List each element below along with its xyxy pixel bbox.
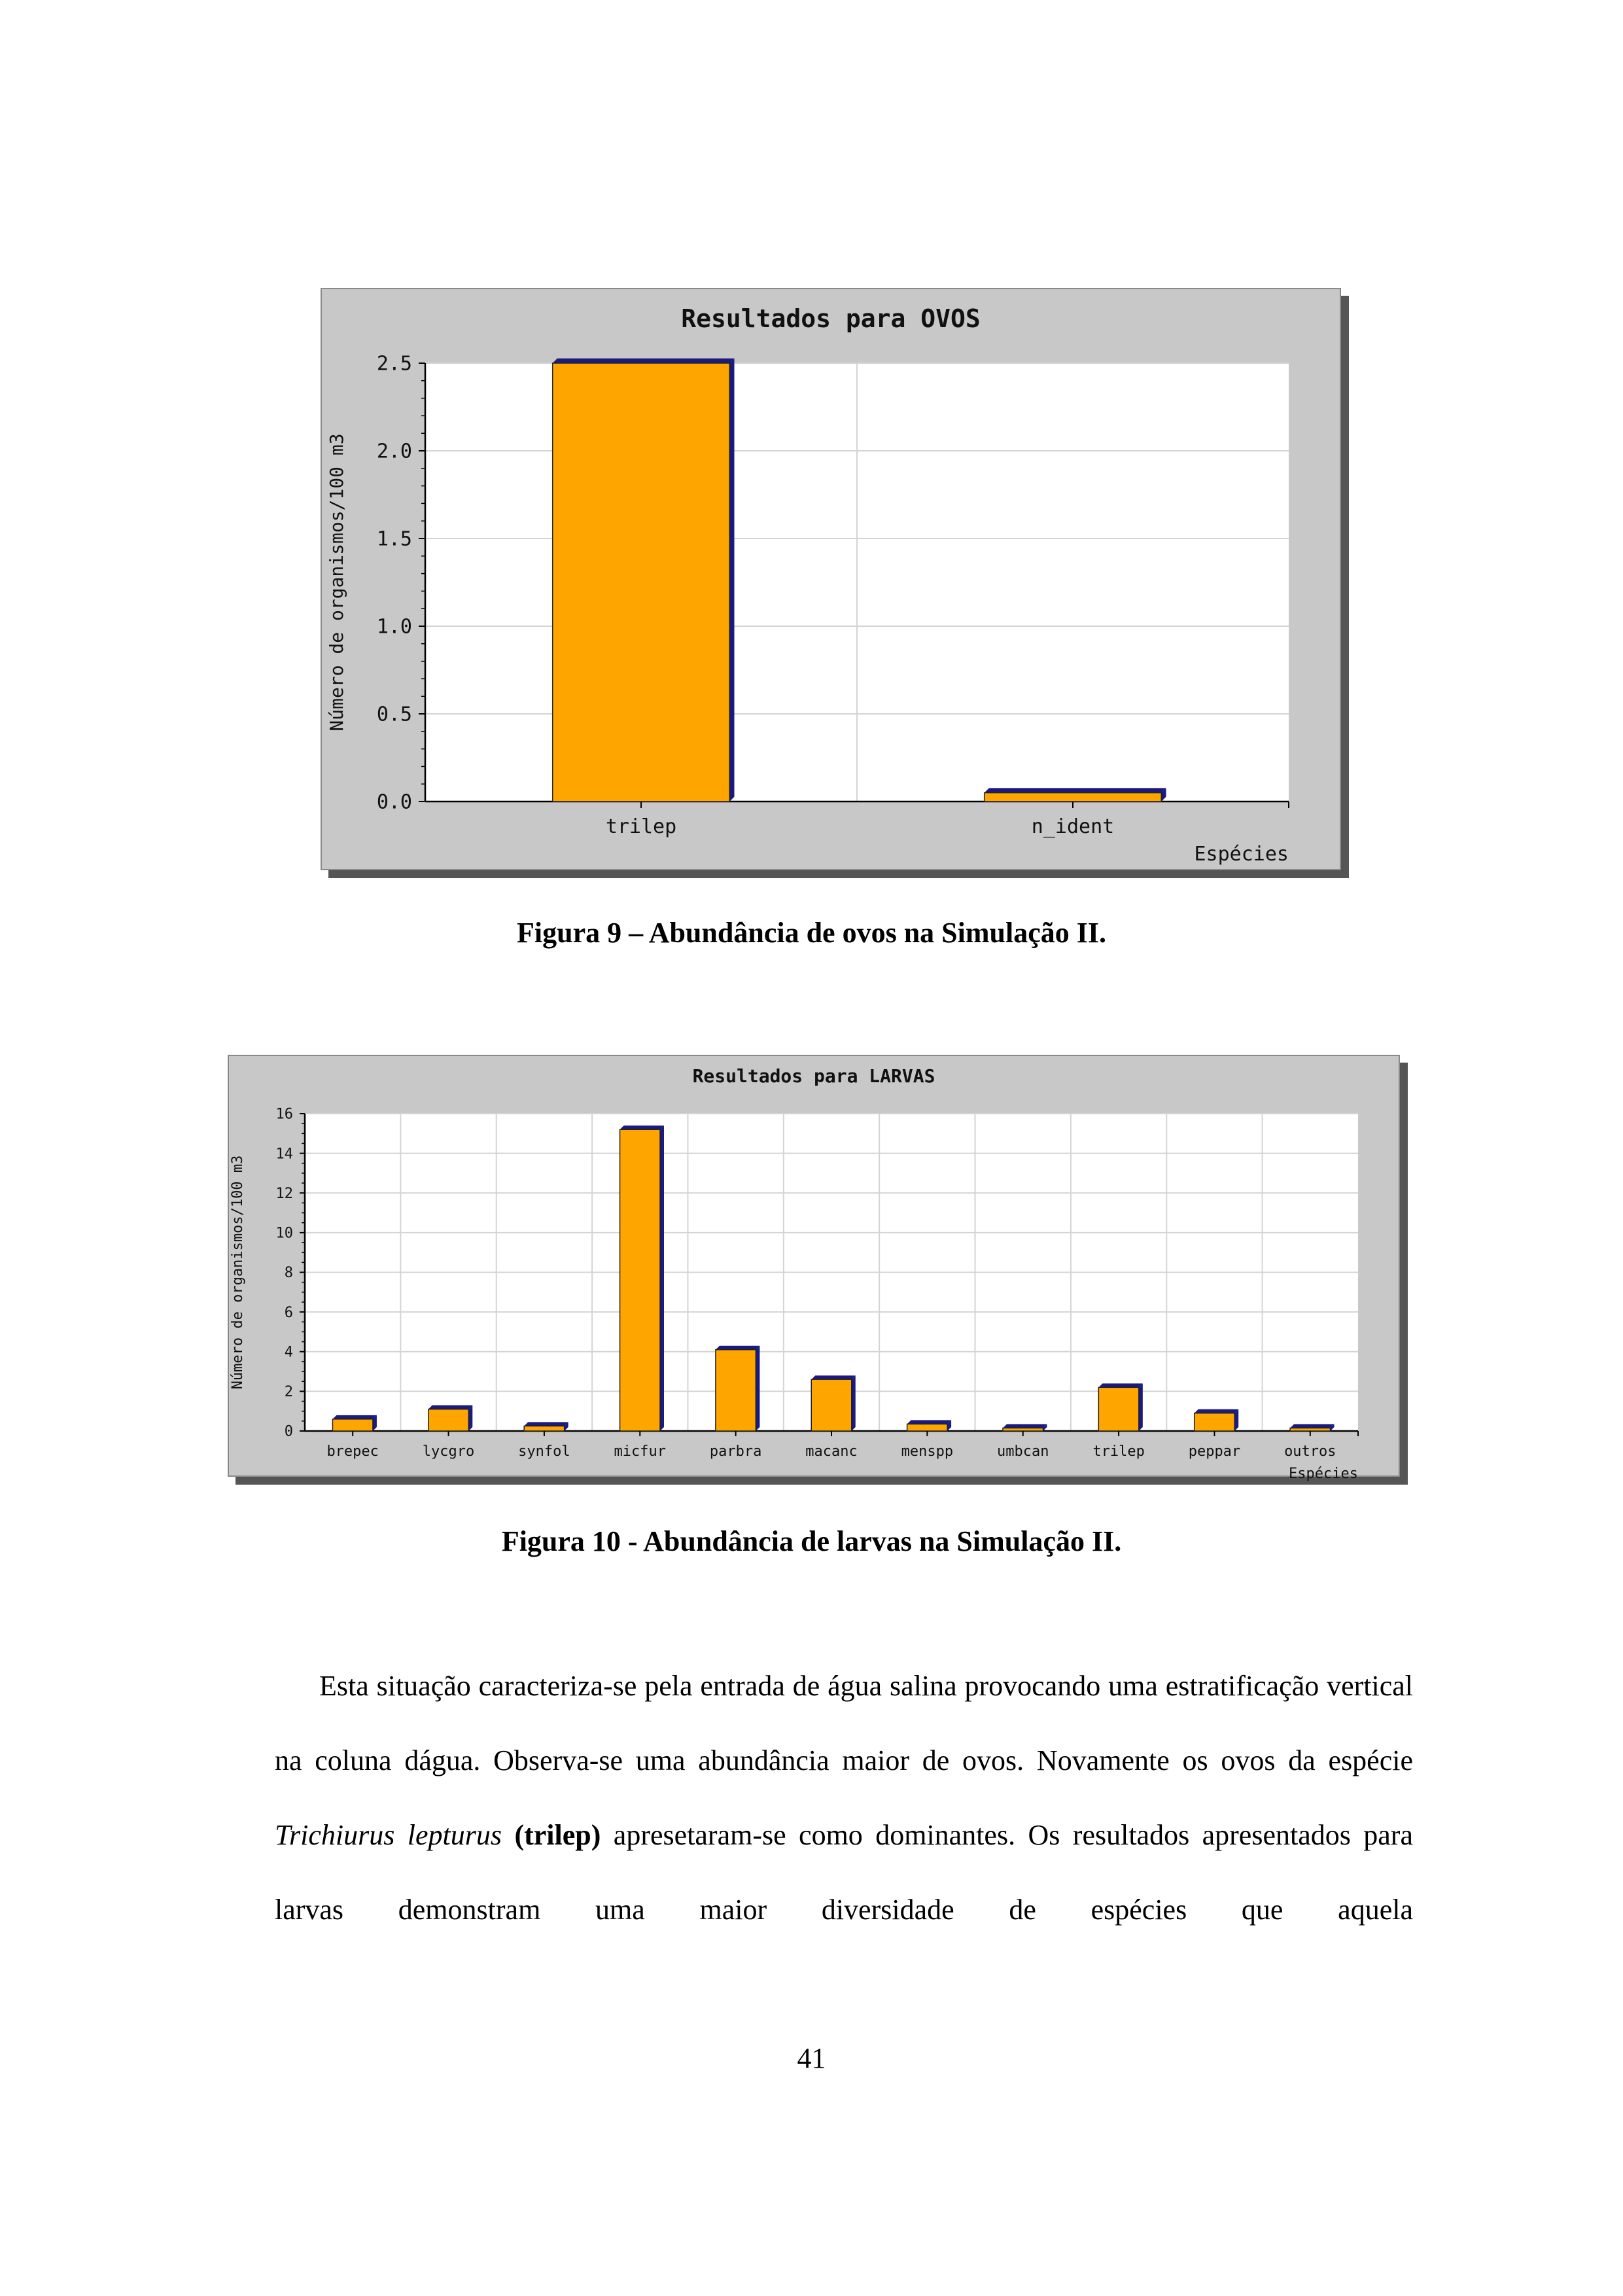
figure-10-caption: Figura 10 - Abundância de larvas na Simu… xyxy=(501,1525,1122,1557)
ovos-bar-side xyxy=(1161,788,1166,802)
larvas-chart-title: Resultados para LARVAS xyxy=(693,1065,935,1087)
larvas-bar-top xyxy=(620,1125,665,1130)
ovos-y-axis-label: Número de organismos/100 m3 xyxy=(326,433,347,731)
ovos-x-tick-label: trilep xyxy=(606,815,676,838)
larvas-x-tick-label: synfol xyxy=(518,1443,570,1460)
larvas-x-tick-label: micfur xyxy=(614,1443,666,1460)
ovos-y-tick-label: 2.0 xyxy=(377,440,412,463)
ovos-bar-top xyxy=(552,358,735,363)
larvas-x-tick-label: brepec xyxy=(326,1443,378,1460)
larvas-x-tick-label: peppar xyxy=(1189,1443,1240,1460)
larvas-y-axis-label: Número de organismos/100 m3 xyxy=(230,1156,246,1390)
larvas-y-tick-label: 8 xyxy=(285,1265,293,1281)
larvas-y-tick-label: 12 xyxy=(276,1186,294,1202)
larvas-bar-macanc xyxy=(811,1379,852,1432)
larvas-bar-side xyxy=(564,1422,568,1431)
larvas-x-tick-label: menspp xyxy=(901,1443,953,1460)
larvas-bar-side xyxy=(372,1415,377,1431)
larvas-x-tick-label: outros xyxy=(1284,1443,1336,1460)
ovos-x-tick-label: n_ident xyxy=(1032,815,1114,838)
chart-larvas-svg: Resultados para LARVAS 0 2 4 6 8 10 12 14 16 brepe… xyxy=(228,1055,1408,1485)
larvas-x-tick-label: macanc xyxy=(805,1443,857,1460)
larvas-bar-side xyxy=(660,1125,665,1431)
larvas-bar-side xyxy=(1330,1424,1335,1431)
larvas-x-tick-label: parbra xyxy=(710,1443,761,1460)
larvas-bar-menspp xyxy=(906,1423,948,1432)
larvas-bar-top xyxy=(1290,1424,1335,1428)
larvas-bar-top xyxy=(1098,1383,1143,1388)
ovos-bar-n_ident xyxy=(983,792,1162,802)
larvas-x-tick-label: lycgro xyxy=(423,1443,474,1460)
larvas-bar-outros xyxy=(1289,1427,1331,1432)
ovos-bar-side xyxy=(729,358,735,802)
chart-larvas: Resultados para LARVAS 0 2 4 6 8 10 12 14 16 brepe… xyxy=(228,1055,1413,1487)
ovos-chart-title: Resultados para OVOS xyxy=(681,304,981,333)
ovos-y-tick-label: 0.5 xyxy=(377,703,412,726)
larvas-bar-top xyxy=(428,1405,473,1409)
paragraph-text: Esta situação caracteriza-se pela entrad… xyxy=(275,1649,1413,1947)
ovos-bar-top xyxy=(984,788,1166,793)
larvas-bar-synfol xyxy=(523,1425,565,1432)
ovos-y-tick-label: 1.5 xyxy=(377,528,412,551)
larvas-y-tick-label: 6 xyxy=(285,1305,293,1321)
larvas-bar-side xyxy=(468,1405,473,1431)
ovos-y-tick-label: 0.0 xyxy=(377,791,412,814)
larvas-y-tick-label: 0 xyxy=(285,1424,293,1440)
chart-ovos: Resultados para OVOS 0.0 0.5 1.0 1.5 2.0 2.5 tr… xyxy=(321,288,1354,883)
larvas-bar-brepec xyxy=(332,1419,374,1432)
larvas-bar-top xyxy=(1002,1424,1047,1428)
larvas-bar-top xyxy=(332,1415,377,1419)
larvas-bar-peppar xyxy=(1193,1412,1235,1432)
larvas-bar-side xyxy=(947,1420,952,1431)
larvas-x-axis-label: Espécies xyxy=(1289,1466,1358,1482)
paragraph-part-1: Esta situação caracteriza-se pela entrad… xyxy=(275,1670,1413,1776)
species-name: Trichiurus lepturus xyxy=(275,1819,502,1851)
larvas-bar-side xyxy=(756,1345,760,1431)
larvas-bar-micfur xyxy=(619,1129,661,1432)
larvas-bar-side xyxy=(1043,1424,1047,1431)
paragraph-part-2: apresetaram-se como dominantes. Os resul… xyxy=(275,1819,1413,1926)
larvas-bar-parbra xyxy=(715,1349,757,1432)
larvas-y-tick-label: 14 xyxy=(276,1146,294,1162)
larvas-y-tick-label: 4 xyxy=(285,1344,293,1360)
larvas-bar-top xyxy=(524,1422,568,1426)
larvas-bar-top xyxy=(1194,1409,1239,1413)
ovos-y-tick-label: 2.5 xyxy=(377,353,412,376)
larvas-bar-lycgro xyxy=(428,1408,470,1432)
larvas-bar-trilep xyxy=(1098,1386,1140,1432)
larvas-y-tick-label: 10 xyxy=(276,1226,294,1242)
larvas-bar-side xyxy=(851,1375,856,1431)
larvas-bar-side xyxy=(1138,1383,1143,1431)
larvas-y-tick-label: 2 xyxy=(285,1384,293,1400)
larvas-bar-umbcan xyxy=(1002,1427,1044,1432)
larvas-x-tick-label: trilep xyxy=(1092,1443,1144,1460)
ovos-bar-trilep xyxy=(551,362,731,802)
figure-9-caption: Figura 9 – Abundância de ovos na Simulaç… xyxy=(517,917,1106,949)
larvas-bar-side xyxy=(1234,1409,1239,1431)
larvas-bar-top xyxy=(811,1375,856,1380)
species-code: (trilep) xyxy=(514,1819,601,1851)
chart-ovos-svg: Resultados para OVOS 0.0 0.5 1.0 1.5 2.0 2.5 tr… xyxy=(321,288,1349,878)
body-paragraph: Esta situação caracteriza-se pela entrad… xyxy=(275,1649,1413,1947)
larvas-x-tick-label: umbcan xyxy=(997,1443,1049,1460)
ovos-y-tick-label: 1.0 xyxy=(377,616,412,639)
page-number: 41 xyxy=(797,2042,826,2074)
larvas-bar-top xyxy=(715,1345,760,1350)
larvas-bar-top xyxy=(907,1420,952,1424)
larvas-y-tick-label: 16 xyxy=(276,1106,294,1123)
ovos-x-axis-label: Espécies xyxy=(1195,843,1289,866)
